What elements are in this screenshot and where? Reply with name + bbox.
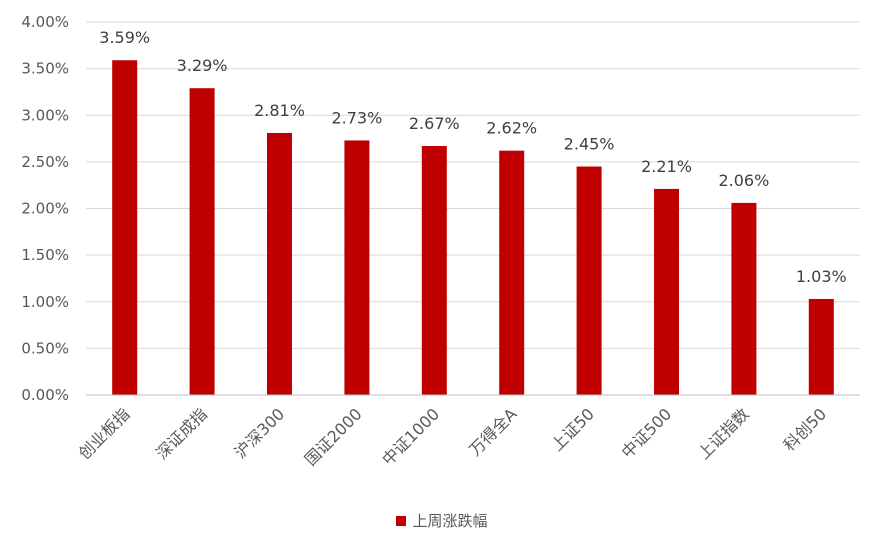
y-tick-label: 0.50% [21, 339, 69, 357]
y-tick-label: 0.00% [21, 386, 69, 404]
data-label: 2.06% [718, 171, 769, 190]
bar [189, 88, 215, 396]
data-label: 2.81% [254, 101, 305, 120]
bar [499, 150, 525, 395]
bar [344, 140, 370, 395]
x-tick-label: 中证500 [618, 404, 676, 462]
x-tick-label: 沪深300 [231, 404, 289, 462]
bar [112, 60, 138, 396]
bar [808, 298, 834, 395]
data-label: 1.03% [796, 267, 847, 286]
bar [731, 202, 757, 395]
x-tick-label: 国证2000 [301, 404, 366, 469]
y-tick-label: 4.00% [21, 13, 69, 31]
data-label: 2.21% [641, 157, 692, 176]
bar [654, 188, 679, 395]
x-tick-label: 中证1000 [378, 404, 443, 469]
x-tick-label: 科创50 [780, 404, 830, 454]
data-label: 2.62% [486, 119, 537, 138]
data-label: 2.45% [564, 135, 615, 154]
y-tick-label: 3.00% [21, 106, 69, 124]
legend: 上周涨跌幅 [0, 510, 884, 531]
bar [576, 166, 602, 395]
x-tick-label: 上证指数 [694, 404, 753, 463]
y-tick-label: 3.50% [21, 60, 69, 78]
y-tick-label: 2.50% [21, 153, 69, 171]
x-tick-label: 万得全A [465, 404, 520, 459]
data-label: 2.67% [409, 114, 460, 133]
y-tick-label: 1.50% [21, 246, 69, 264]
x-tick-label: 创业板指 [75, 404, 134, 463]
x-tick-label: 深证成指 [152, 404, 211, 463]
legend-label: 上周涨跌幅 [412, 512, 488, 530]
data-label: 3.59% [99, 28, 150, 47]
bar [421, 146, 447, 395]
x-tick-label: 上证50 [547, 404, 597, 454]
bar [267, 132, 292, 395]
data-label: 2.73% [331, 108, 382, 127]
data-label: 3.29% [177, 56, 228, 75]
y-tick-label: 1.00% [21, 293, 69, 311]
y-tick-label: 2.00% [21, 200, 69, 218]
legend-swatch [396, 515, 407, 526]
